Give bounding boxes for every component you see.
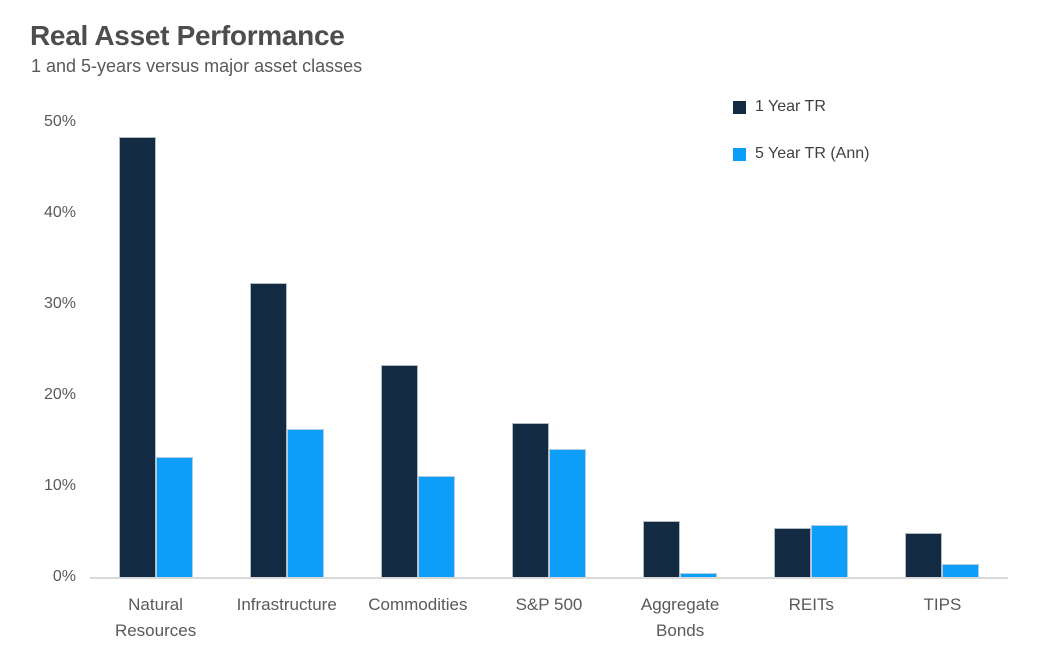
legend-item-5yr: 5 Year TR (Ann) — [733, 144, 869, 164]
bar-group — [877, 122, 1008, 577]
x-axis-labels: Natural Resources Infrastructure Commoditi… — [90, 592, 1008, 644]
y-axis-tick: 0% — [52, 568, 76, 585]
bar-1yr-tr — [380, 364, 418, 577]
bar-5yr-tr — [680, 573, 718, 577]
legend-label-5yr: 5 Year TR (Ann) — [755, 145, 870, 162]
bar-1yr-tr — [249, 283, 287, 577]
y-axis-tick: 20% — [43, 386, 76, 403]
x-axis-label: TIPS — [923, 595, 962, 614]
bar-group — [221, 122, 352, 577]
bar-1yr-tr — [905, 533, 943, 577]
x-axis-label: REITs — [788, 595, 834, 614]
chart-legend: 1 Year TR 5 Year TR (Ann) — [733, 97, 869, 191]
bar-group — [615, 122, 746, 577]
y-axis: 50% 40% 30% 20% 10% 0% — [0, 113, 76, 585]
legend-swatch-1yr-icon — [733, 100, 746, 114]
y-axis-tick: 40% — [43, 204, 76, 221]
bar-5yr-tr — [811, 525, 849, 577]
bar-1yr-tr — [643, 520, 681, 577]
legend-swatch-5yr-icon — [733, 147, 746, 161]
bar-1yr-tr — [118, 137, 156, 577]
bar-5yr-tr — [155, 456, 193, 577]
y-axis-tick: 10% — [43, 477, 76, 494]
bar-5yr-tr — [286, 428, 324, 577]
legend-item-1yr: 1 Year TR — [733, 97, 869, 117]
x-axis-label: Commodities — [368, 595, 468, 614]
bar-group — [352, 122, 483, 577]
bar-1yr-tr — [511, 423, 549, 577]
bar-5yr-tr — [942, 564, 980, 577]
x-axis-label: Aggregate Bonds — [640, 595, 720, 640]
chart-subtitle: 1 and 5-years versus major asset classes — [31, 56, 363, 76]
plot-area — [90, 122, 1008, 579]
bar-5yr-tr — [548, 448, 586, 577]
bar-group — [483, 122, 614, 577]
bar-group — [90, 122, 221, 577]
legend-label-1yr: 1 Year TR — [755, 98, 826, 115]
x-axis-label: Natural Resources — [114, 595, 197, 640]
bar-5yr-tr — [417, 476, 455, 577]
bar-1yr-tr — [774, 527, 812, 577]
bar-group — [746, 122, 877, 577]
chart-title: Real Asset Performance — [30, 20, 345, 51]
x-axis-label: Infrastructure — [236, 595, 337, 614]
y-axis-tick: 30% — [43, 295, 76, 312]
x-axis-label: S&P 500 — [515, 595, 583, 614]
y-axis-tick: 50% — [43, 113, 76, 130]
